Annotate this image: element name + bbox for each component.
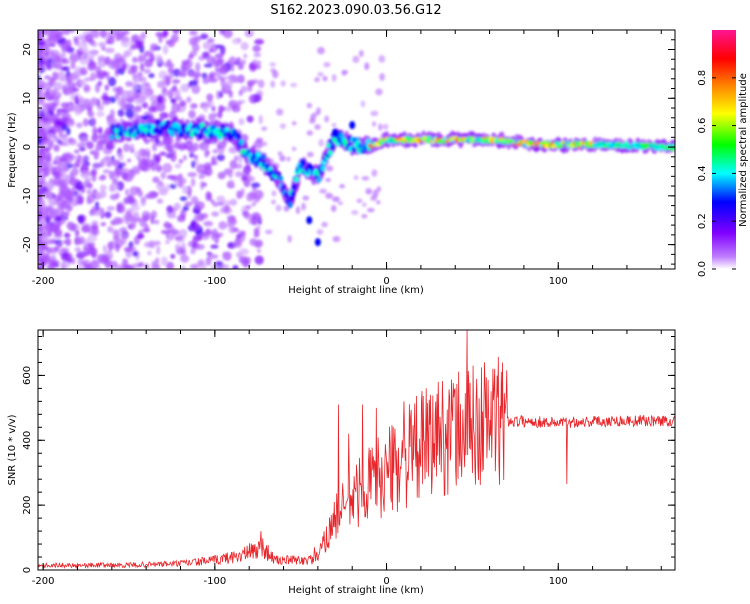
colorbar-tick-label: 0.2: [697, 213, 708, 229]
spectrogram-heatmap: [38, 30, 675, 269]
spectrogram-x-tick-label: -100: [203, 276, 226, 287]
snr-y-tick-label: 0: [22, 567, 33, 573]
spectrogram-x-tick-label: 0: [383, 276, 389, 287]
snr-y-tick-label: 200: [22, 496, 33, 515]
snr-y-tick-label: 400: [22, 431, 33, 450]
colorbar-ticks: 0.0 0.2 0.4 0.6 0.8: [697, 70, 736, 277]
spectrogram-frame: [37, 29, 676, 270]
colorbar-tick-label: 0.6: [697, 118, 708, 134]
snr-x-tick-label: 100: [549, 576, 568, 587]
colorbar-gradient: [712, 30, 736, 269]
snr-x-tick-label: -100: [203, 576, 226, 587]
snr-ticks: -200 -100 0 100 0 200 400 600: [22, 330, 675, 587]
snr-frame: [37, 329, 676, 571]
spectrogram-y-tick-label: -20: [22, 236, 33, 252]
spectrogram-y-tick-label: 20: [22, 43, 33, 56]
spectrogram-y-label: Frequency (Hz): [7, 112, 18, 188]
snr-series-line: [38, 330, 675, 569]
snr-y-label: SNR (10 * v/v): [7, 414, 18, 485]
figure-title: S162.2023.090.03.56.G12: [270, 3, 441, 18]
spectrogram-x-tick-label: -200: [32, 276, 55, 287]
spectrogram-y-tick-label: 0: [22, 144, 33, 150]
spectrogram-x-tick-label: 100: [549, 276, 568, 287]
snr-x-tick-label: -200: [32, 576, 55, 587]
snr-x-label: Height of straight line (km): [288, 585, 424, 596]
colorbar-tick-label: 0.8: [697, 70, 708, 86]
snr-x-tick-label: 0: [383, 576, 389, 587]
colorbar-label: Normalized spectral amplitude: [738, 73, 749, 227]
spectrogram-y-tick-label: -10: [22, 188, 33, 204]
snr-panel: -200 -100 0 100 0 200 400 600 Height of straigh…: [7, 329, 676, 596]
colorbar-tick-label: 0.4: [697, 165, 708, 181]
spectrogram-x-label: Height of straight line (km): [288, 285, 424, 296]
snr-y-tick-label: 600: [22, 366, 33, 385]
spectrogram-y-tick-label: 10: [22, 92, 33, 105]
colorbar-tick-label: 0.0: [697, 261, 708, 277]
colorbar: 0.0 0.2 0.4 0.6 0.8 Normalized spectral ampl…: [697, 30, 749, 277]
